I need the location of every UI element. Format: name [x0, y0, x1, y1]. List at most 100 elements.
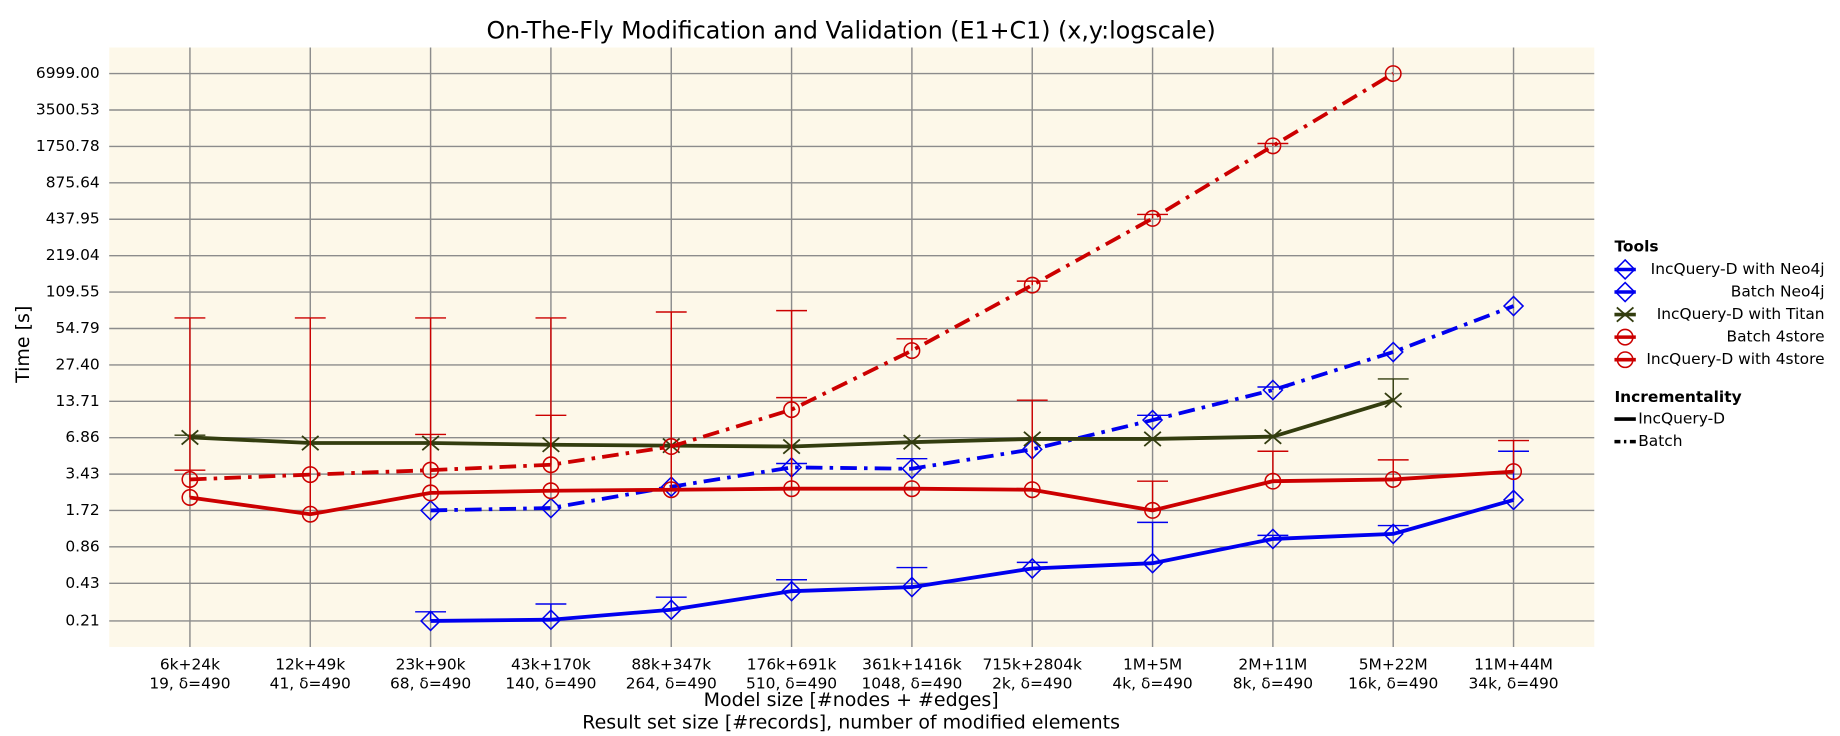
- marker: [181, 488, 199, 506]
- marker: [540, 609, 562, 631]
- y-tick-label: 6999.00: [36, 64, 100, 82]
- x-tick-sublabel: 19, δ=490: [149, 674, 230, 692]
- marker: [903, 480, 921, 498]
- x-tick-label: 23k+90k: [396, 655, 466, 673]
- error-bar: [776, 309, 808, 489]
- x-tick-sublabel: 2k, δ=490: [992, 674, 1072, 692]
- error-bar: [1137, 480, 1168, 511]
- marker: [1384, 65, 1402, 83]
- y-tick-label: 54.79: [56, 319, 100, 337]
- x-tick-label: 43k+170k: [511, 655, 591, 673]
- error-bar: [1377, 459, 1409, 480]
- y-tick-label: 875.64: [46, 173, 100, 191]
- legend-marker: [1616, 328, 1634, 346]
- legend-label: IncQuery-D with 4store: [1646, 350, 1824, 368]
- x-tick-label: 6k+24k: [160, 655, 220, 673]
- error-bar: [1257, 450, 1289, 482]
- marker: [1263, 428, 1282, 445]
- legend-marker: [1614, 258, 1636, 281]
- marker: [540, 497, 562, 519]
- x-tick-sublabel: 8k, δ=490: [1233, 674, 1313, 692]
- legend-marker: [1616, 351, 1634, 369]
- marker: [662, 481, 680, 499]
- y-tick-label: 6.86: [65, 428, 99, 446]
- x-tick-sublabel: 4k, δ=490: [1112, 674, 1192, 692]
- marker: [1382, 523, 1404, 545]
- x-tick-sublabel: 1048, δ=490: [861, 674, 962, 692]
- chart-title: On-The-Fly Modification and Validation (…: [486, 17, 1215, 45]
- legend-label: Batch 4store: [1727, 328, 1825, 346]
- x-tick-sublabel: 510, δ=490: [746, 674, 837, 692]
- y-tick-label: 3.43: [65, 465, 99, 483]
- marker: [1505, 463, 1523, 481]
- marker: [1023, 276, 1041, 294]
- series-line: [430, 304, 1515, 513]
- marker: [1384, 470, 1402, 488]
- marker: [1144, 501, 1162, 519]
- marker: [1502, 295, 1525, 317]
- marker: [420, 610, 442, 632]
- error-bar: [655, 311, 687, 490]
- legend-label: IncQuery-D: [1638, 410, 1725, 428]
- marker: [660, 476, 682, 498]
- marker: [1144, 209, 1162, 227]
- legend-label: Batch Neo4j: [1731, 283, 1825, 301]
- legend-marker: [1614, 281, 1636, 303]
- plot-area: [109, 47, 1595, 647]
- y-tick-label: 109.55: [46, 283, 100, 301]
- y-axis-label: Time [s]: [12, 306, 34, 384]
- x-tick-label: 176k+691k: [747, 655, 837, 673]
- y-tick-label: 3500.53: [36, 100, 100, 118]
- marker: [1384, 392, 1403, 409]
- marker: [1262, 528, 1284, 550]
- x-tick-sublabel: 140, δ=490: [505, 674, 596, 692]
- series-line: [189, 469, 1514, 517]
- error-bar: [415, 317, 447, 493]
- marker: [1502, 489, 1525, 511]
- x-tick-label: 2M+11M: [1238, 655, 1307, 673]
- marker: [1141, 409, 1164, 431]
- x-tick-label: 5M+22M: [1359, 655, 1428, 673]
- error-bar: [1137, 521, 1168, 564]
- marker: [903, 342, 921, 360]
- y-tick-label: 1750.78: [36, 137, 100, 155]
- error-bar: [535, 317, 567, 491]
- marker: [901, 458, 923, 480]
- y-tick-label: 0.86: [65, 537, 99, 555]
- marker: [1141, 552, 1164, 574]
- legend-label: IncQuery-D with Neo4j: [1651, 260, 1825, 278]
- marker: [542, 482, 560, 500]
- x-tick-sublabel: 264, δ=490: [626, 674, 717, 692]
- marker: [420, 499, 442, 522]
- error-bar: [1016, 399, 1048, 490]
- marker: [783, 480, 801, 498]
- marker: [1264, 472, 1282, 490]
- error-bar: [1016, 280, 1048, 286]
- x-axis-label: Model size [#nodes + #edges]: [704, 689, 999, 711]
- error-bar: [174, 317, 206, 498]
- marker: [901, 576, 923, 598]
- y-tick-label: 0.43: [65, 574, 99, 592]
- error-bar: [896, 338, 928, 351]
- x-axis-label: Result set size [#records], number of mo…: [582, 711, 1120, 733]
- y-tick-label: 437.95: [46, 210, 100, 228]
- x-tick-sublabel: 34k, δ=490: [1468, 674, 1558, 692]
- legend-title: Incrementality: [1614, 388, 1741, 406]
- marker: [1262, 379, 1284, 401]
- x-tick-sublabel: 68, δ=490: [390, 674, 471, 692]
- marker: [422, 484, 440, 502]
- x-tick-label: 88k+347k: [631, 655, 711, 673]
- error-bar: [1498, 439, 1529, 472]
- marker: [1021, 557, 1043, 580]
- marker: [1143, 431, 1162, 447]
- x-tick-sublabel: 41, δ=490: [270, 674, 351, 692]
- marker: [1023, 481, 1041, 499]
- marker: [1382, 341, 1404, 363]
- x-tick-label: 361k+1416k: [862, 655, 962, 673]
- marker: [780, 580, 803, 602]
- x-tick-label: 715k+2804k: [983, 655, 1083, 673]
- legend-label: Batch: [1638, 432, 1682, 450]
- series-line: [430, 498, 1515, 623]
- legend-marker: [1616, 306, 1635, 323]
